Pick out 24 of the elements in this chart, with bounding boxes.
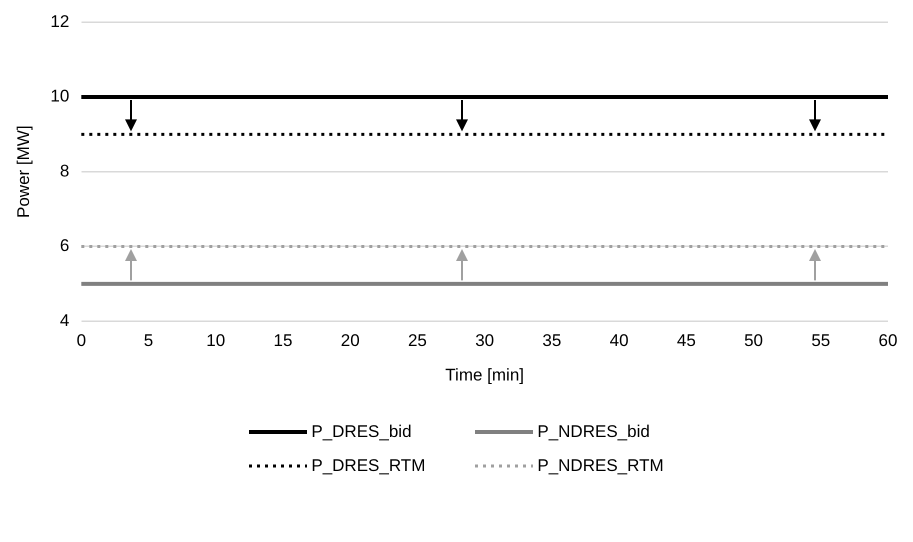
x-tick-label: 50 <box>744 331 764 350</box>
y-tick-label: 8 <box>60 161 70 180</box>
y-axis-title: Power [MW] <box>14 125 33 218</box>
y-tick-label: 10 <box>50 86 70 106</box>
y-tick-label: 6 <box>60 236 70 256</box>
y-tick-label: 4 <box>60 310 70 330</box>
x-tick-label: 15 <box>274 331 292 350</box>
x-tick-label: 5 <box>144 331 154 350</box>
x-tick-label: 10 <box>206 331 226 350</box>
x-tick-label: 30 <box>475 331 494 350</box>
x-tick-label: 40 <box>610 331 629 350</box>
x-tick-label: 45 <box>676 331 696 350</box>
y-tick-label: 12 <box>50 12 70 31</box>
legend-label: P_DRES_RTM <box>311 456 426 476</box>
x-tick-label: 0 <box>76 331 86 350</box>
x-tick-label: 55 <box>811 331 830 350</box>
x-tick-label: 35 <box>542 331 562 350</box>
legend-label: P_NDRES_RTM <box>537 456 664 476</box>
x-tick-label: 20 <box>340 331 360 350</box>
x-tick-label: 25 <box>408 331 427 350</box>
legend-label: P_NDRES_bid <box>537 422 650 442</box>
legend-label: P_DRES_bid <box>311 422 412 442</box>
x-tick-label: 60 <box>878 331 898 350</box>
x-axis-title: Time [min] <box>445 365 524 384</box>
